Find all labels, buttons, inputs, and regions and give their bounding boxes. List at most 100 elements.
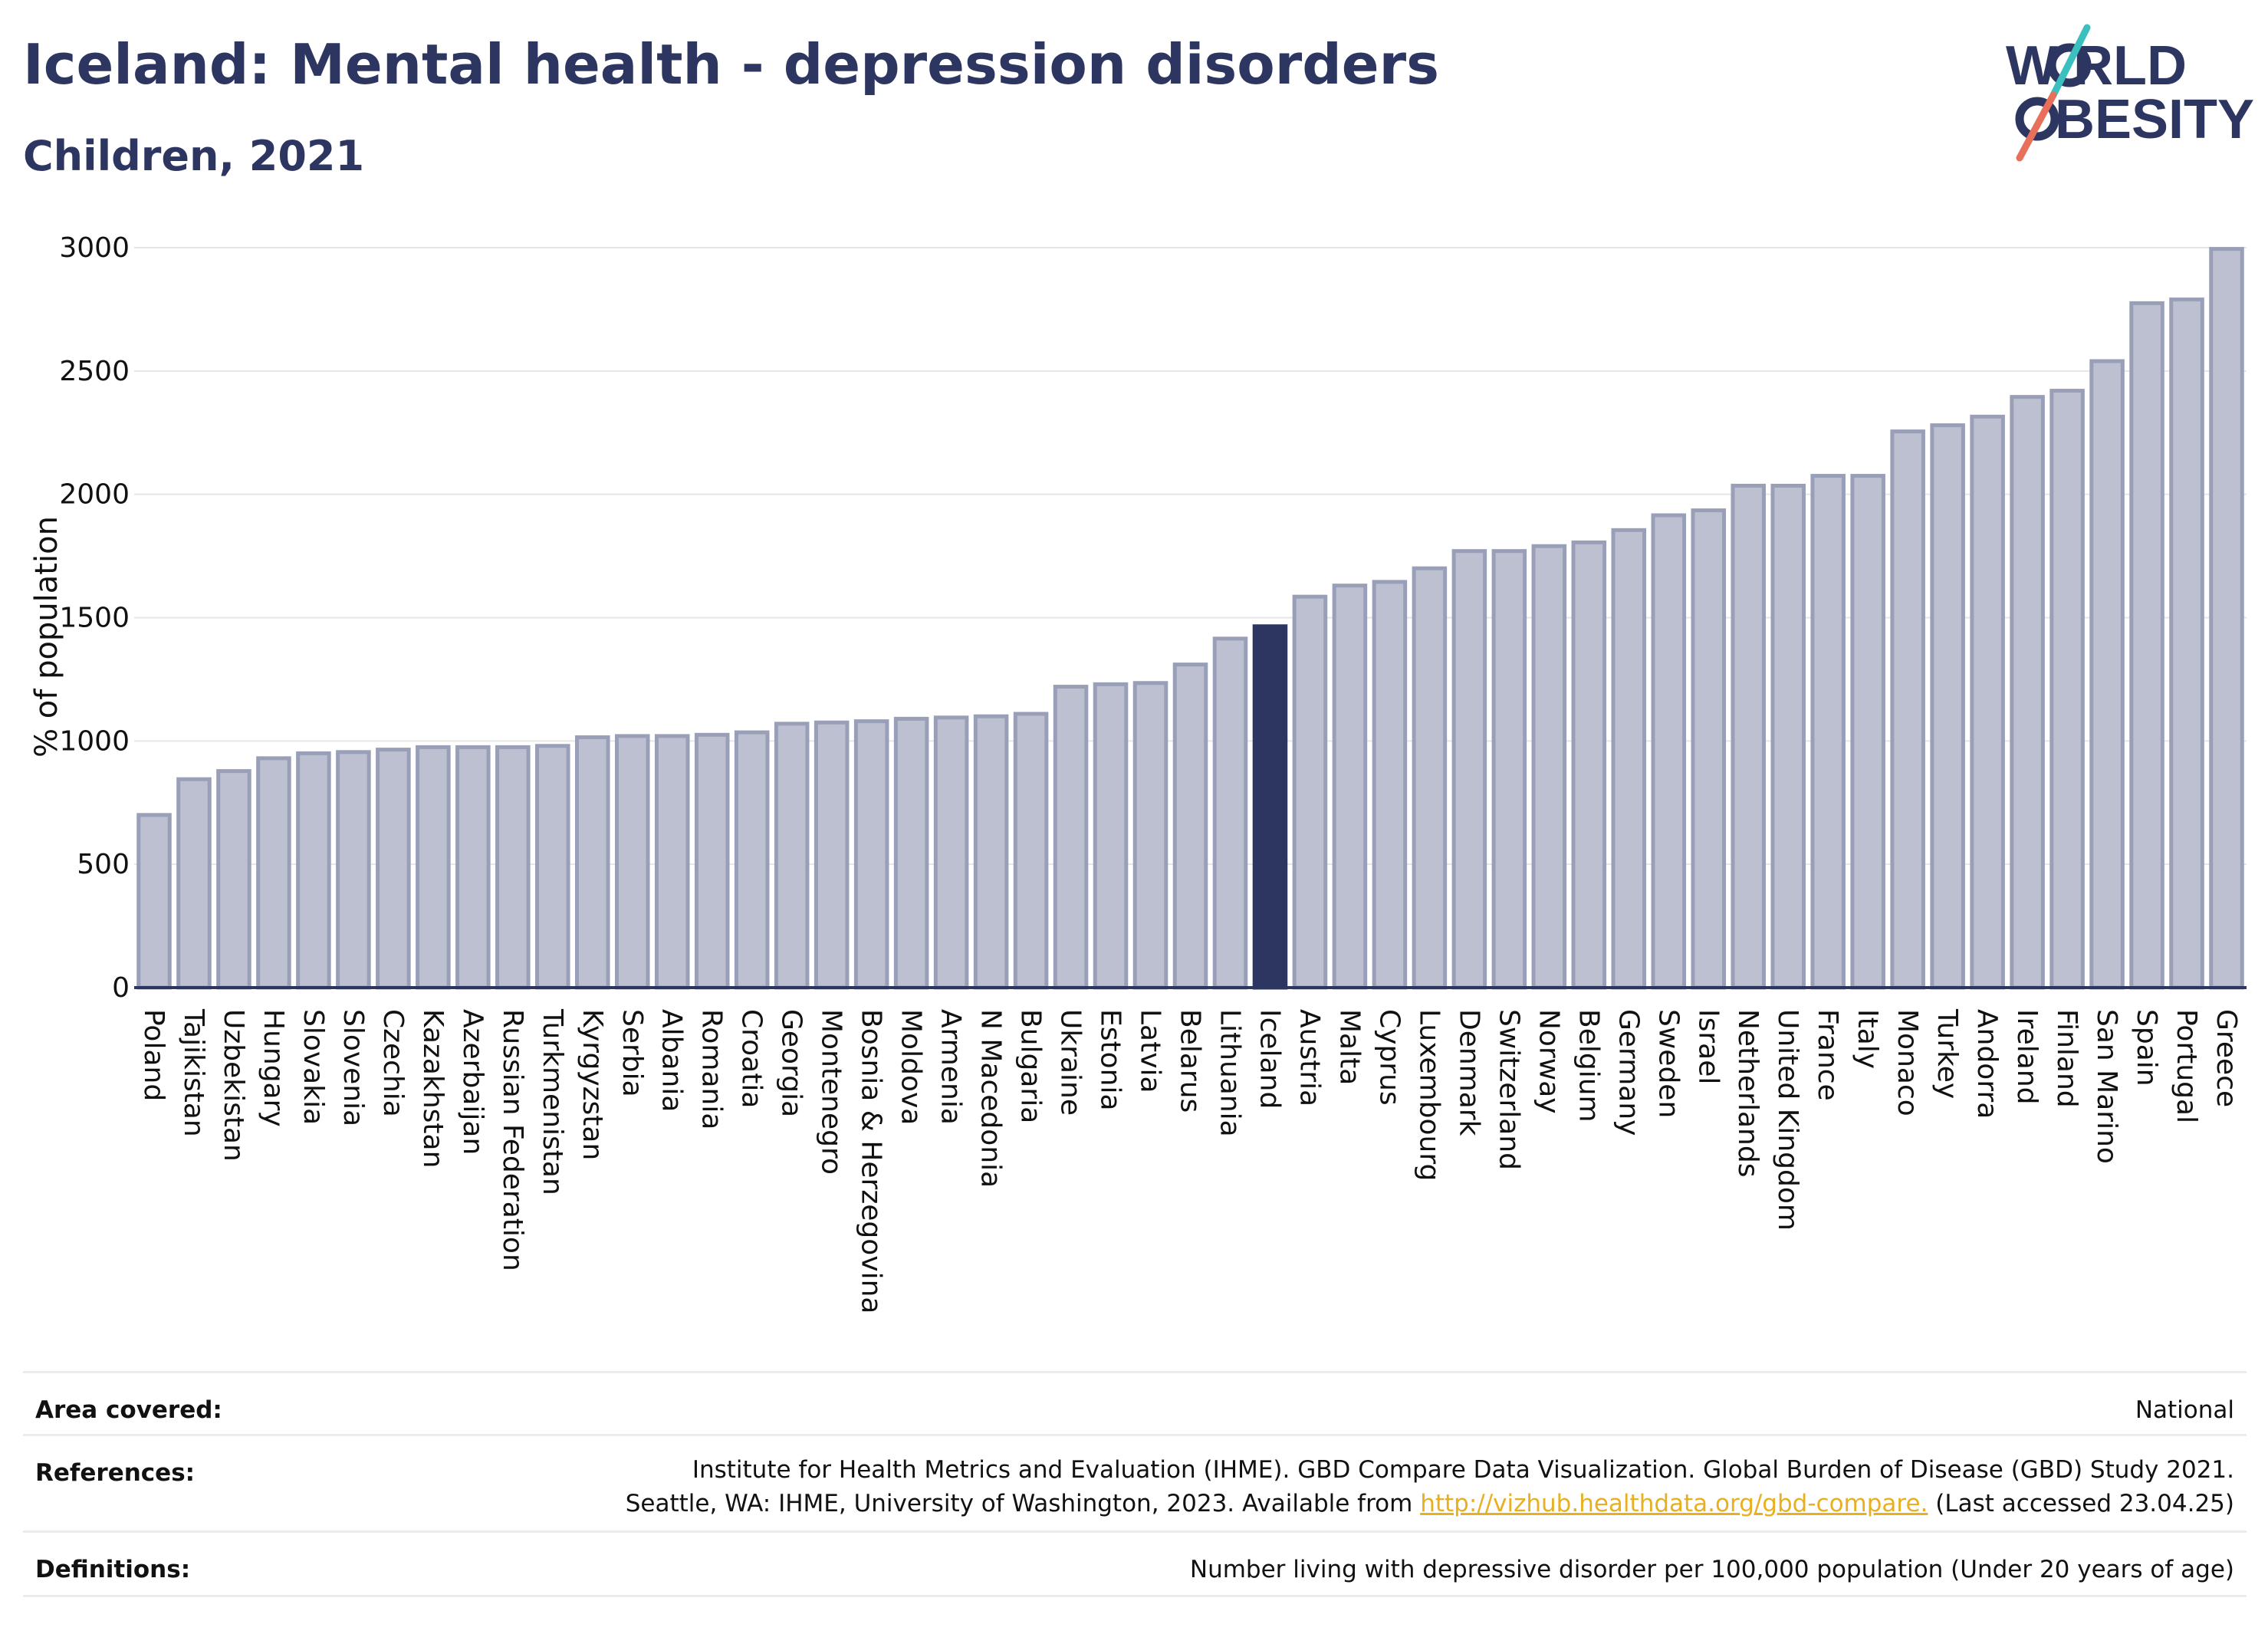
x-tick-label: Czechia xyxy=(377,1009,409,1117)
x-tick-label: Lithuania xyxy=(1214,1009,1245,1137)
bar xyxy=(1332,584,1368,990)
x-tick-label: Romania xyxy=(696,1009,728,1129)
area-covered-value: National xyxy=(2135,1396,2234,1424)
x-tick-label: Monaco xyxy=(1892,1009,1923,1116)
area-covered-label: Area covered: xyxy=(35,1396,222,1424)
x-tick-label: Croatia xyxy=(736,1009,768,1108)
x-tick-label: Greece xyxy=(2210,1009,2242,1107)
x-tick-label: Malta xyxy=(1333,1009,1365,1085)
x-tick-label: Ireland xyxy=(2011,1009,2043,1105)
references-link[interactable]: http://vizhub.healthdata.org/gbd-compare… xyxy=(1420,1490,1928,1517)
bar xyxy=(2169,298,2204,990)
definitions-value: Number living with depressive disorder p… xyxy=(1189,1556,2234,1583)
logo-line-2: BESITY xyxy=(2055,89,2254,150)
bar xyxy=(1810,474,1846,990)
logo-o-ring xyxy=(2047,43,2092,87)
bar xyxy=(2129,301,2164,990)
x-tick-label: Bosnia & Herzegovina xyxy=(856,1009,887,1313)
x-tick-label: Sweden xyxy=(1652,1009,1684,1118)
bar xyxy=(1451,549,1487,990)
x-tick-label: Tajikistan xyxy=(178,1008,209,1137)
x-tick-label: Serbia xyxy=(616,1009,648,1097)
x-tick-label: Kyrgyzstan xyxy=(577,1009,608,1160)
bar xyxy=(136,813,172,990)
x-tick-label: Belgium xyxy=(1573,1009,1604,1123)
bar-chart: 0 500 1000 1500 2000 2500 3000 % of population P… xyxy=(29,232,2247,1313)
bar xyxy=(1412,566,1448,990)
y-tick-label: 0 xyxy=(112,972,130,1004)
bar xyxy=(216,769,251,990)
x-tick-label: Slovakia xyxy=(297,1009,329,1125)
logo-o-ring-2 xyxy=(2015,97,2059,141)
references-value: Institute for Health Metrics and Evaluat… xyxy=(626,1453,2234,1521)
bar xyxy=(296,751,331,990)
x-tick-label: Georgia xyxy=(776,1009,807,1117)
x-tick-label: San Marino xyxy=(2091,1009,2122,1164)
y-tick-label: 1000 xyxy=(59,725,130,757)
x-tick-label: Kazakhstan xyxy=(417,1009,449,1168)
bar xyxy=(1491,549,1527,990)
logo-slash-teal xyxy=(2049,24,2091,99)
x-tick-label: N Macedonia xyxy=(975,1009,1007,1188)
bar xyxy=(376,748,411,990)
x-tick-label: United Kingdom xyxy=(1772,1009,1803,1231)
bar xyxy=(774,722,810,990)
bar xyxy=(2089,359,2125,990)
bar xyxy=(1292,594,1328,990)
y-tick-label: 2500 xyxy=(59,356,130,387)
bar xyxy=(1691,508,1727,990)
bar xyxy=(455,745,491,990)
bar xyxy=(1890,429,1925,990)
bar xyxy=(1212,636,1248,990)
y-tick-label: 500 xyxy=(77,849,130,880)
bar xyxy=(694,732,730,990)
x-tick-label: Azerbaijan xyxy=(457,1009,488,1155)
bar xyxy=(1611,528,1647,990)
bar xyxy=(256,756,291,990)
x-tick-label: Italy xyxy=(1852,1009,1883,1069)
bar xyxy=(1930,423,1965,990)
bar xyxy=(734,730,770,990)
bar xyxy=(1013,712,1049,990)
x-tick-label: Netherlands xyxy=(1732,1009,1763,1177)
x-tick-label: Turkey xyxy=(1931,1008,1963,1099)
x-tick-label: Switzerland xyxy=(1493,1009,1524,1170)
info-bottom-rule xyxy=(23,1595,2247,1597)
bar xyxy=(1093,682,1129,990)
bar xyxy=(933,715,969,990)
x-tick-label: Armenia xyxy=(935,1009,967,1125)
x-tick-label: Cyprus xyxy=(1373,1009,1405,1106)
bar xyxy=(416,745,451,990)
x-tick-label: Turkmenistan xyxy=(537,1008,568,1195)
bar xyxy=(1850,474,1885,990)
bar xyxy=(853,719,889,990)
bar xyxy=(614,734,650,990)
logo-line-1: W RLD xyxy=(2006,35,2187,97)
bar xyxy=(1970,414,2005,990)
bar xyxy=(1531,544,1567,990)
bar xyxy=(1731,483,1767,990)
references-line-2: Seattle, WA: IHME, University of Washing… xyxy=(626,1487,2234,1521)
x-tick-label: Austria xyxy=(1293,1009,1325,1106)
bar xyxy=(575,735,610,990)
bar xyxy=(535,744,570,990)
x-tick-label: Israel xyxy=(1692,1009,1724,1084)
x-tick-label: Iceland xyxy=(1254,1009,1285,1109)
x-tick-label: Montenegro xyxy=(816,1009,847,1175)
x-tick-label: Germany xyxy=(1612,1009,1644,1136)
bar xyxy=(2010,395,2045,990)
bar xyxy=(495,745,531,990)
x-tick-label: Portugal xyxy=(2171,1009,2202,1123)
bar xyxy=(1571,540,1607,990)
bar xyxy=(336,750,371,990)
references-label: References: xyxy=(35,1459,196,1487)
y-tick-label: 1500 xyxy=(59,603,130,634)
x-tick-label: Albania xyxy=(656,1009,688,1112)
bar xyxy=(1252,624,1288,990)
bar xyxy=(893,716,929,990)
info-row-area: Area covered: National xyxy=(23,1371,2247,1435)
references-line-2-post: (Last accessed 23.04.25) xyxy=(1928,1490,2234,1517)
definitions-label: Definitions: xyxy=(35,1556,191,1583)
bar xyxy=(2209,247,2244,990)
bar xyxy=(814,720,850,990)
